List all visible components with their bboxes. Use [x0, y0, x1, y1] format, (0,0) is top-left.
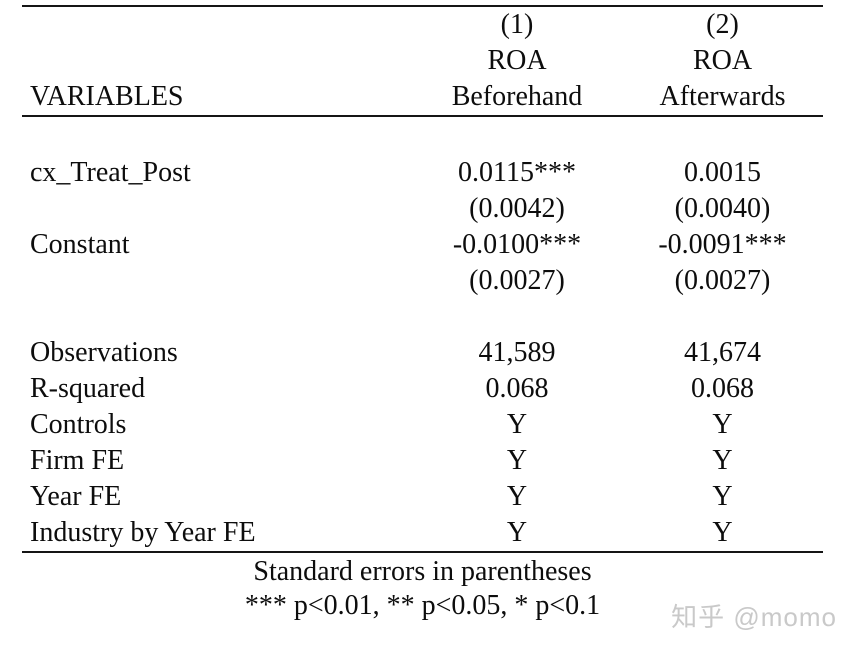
header-row-column-names: VARIABLES Beforehand Afterwards — [22, 79, 823, 115]
row-label: R-squared — [30, 373, 146, 404]
value-cell: 0.0115*** — [458, 157, 576, 188]
value-cell: Y — [506, 409, 528, 440]
value-cell: (0.0027) — [469, 265, 565, 296]
value-cell: Y — [506, 481, 528, 512]
table-notes: Standard errors in parentheses *** p<0.0… — [22, 555, 823, 623]
value-cell: 0.0015 — [684, 157, 761, 188]
row-label: Controls — [30, 409, 127, 440]
variables-header: VARIABLES — [30, 81, 184, 112]
value-cell: (0.0042) — [469, 193, 565, 224]
note-significance-levels: *** p<0.01, ** p<0.05, * p<0.1 — [244, 590, 601, 621]
row-label: cx_Treat_Post — [30, 157, 191, 188]
header-empty-cell — [22, 7, 412, 43]
row-label: Constant — [30, 229, 130, 260]
value-cell: Y — [506, 445, 528, 476]
table-row-r-squared: R-squared 0.068 0.068 — [22, 371, 823, 407]
note-standard-errors: Standard errors in parentheses — [253, 556, 592, 587]
column-name-2: Afterwards — [659, 81, 786, 112]
zhihu-watermark: 知乎 @momo — [671, 602, 837, 632]
table-bottom-rule — [22, 551, 823, 553]
row-label — [22, 263, 412, 299]
row-label: Firm FE — [30, 445, 125, 476]
value-cell: Y — [712, 517, 733, 548]
value-cell: Y — [712, 481, 733, 512]
header-empty-cell — [22, 43, 412, 79]
table-row-industry-by-year-fe: Industry by Year FE Y Y — [22, 515, 823, 551]
value-cell: (0.0027) — [674, 265, 771, 296]
dep-var-1: ROA — [487, 45, 547, 76]
table-row-observations: Observations 41,589 41,674 — [22, 335, 823, 371]
value-cell: 41,589 — [478, 337, 556, 368]
value-cell: -0.0091*** — [658, 229, 787, 260]
row-label: Industry by Year FE — [30, 517, 256, 548]
value-cell: 41,674 — [684, 337, 761, 368]
column-name-1: Beforehand — [451, 81, 583, 112]
header-row-dep-vars: ROA ROA — [22, 43, 823, 79]
model-number-2: (2) — [706, 9, 739, 40]
spacer — [22, 299, 823, 335]
value-cell: Y — [712, 409, 733, 440]
value-cell: (0.0040) — [674, 193, 771, 224]
regression-table: (1) (2) ROA ROA VARIABLES Beforehand Aft… — [22, 5, 823, 623]
table-row-year-fe: Year FE Y Y — [22, 479, 823, 515]
value-cell: Y — [506, 517, 528, 548]
dep-var-2: ROA — [692, 45, 753, 76]
value-cell: -0.0100*** — [452, 229, 582, 260]
table-row-firm-fe: Firm FE Y Y — [22, 443, 823, 479]
table-row-se-constant: (0.0027) (0.0027) — [22, 263, 823, 299]
table-top-rule — [22, 5, 823, 7]
row-label: Observations — [30, 337, 178, 368]
row-label: Year FE — [30, 481, 122, 512]
value-cell: Y — [712, 445, 733, 476]
table-row-se-cx-treat-post: (0.0042) (0.0040) — [22, 191, 823, 227]
row-label — [22, 191, 412, 227]
value-cell: 0.068 — [691, 373, 754, 404]
table-row-coef-cx-treat-post: cx_Treat_Post 0.0115*** 0.0015 — [22, 155, 823, 191]
model-number-1: (1) — [500, 9, 534, 40]
header-separator-rule — [22, 115, 823, 117]
table-row-coef-constant: Constant -0.0100*** -0.0091*** — [22, 227, 823, 263]
spacer — [22, 117, 823, 155]
value-cell: 0.068 — [485, 373, 549, 404]
table-row-controls: Controls Y Y — [22, 407, 823, 443]
header-row-model-numbers: (1) (2) — [22, 7, 823, 43]
